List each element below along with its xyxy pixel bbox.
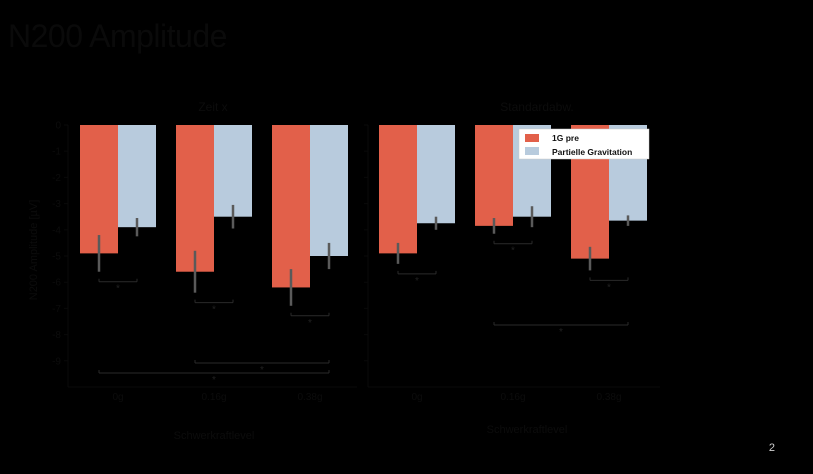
significance-label: * bbox=[116, 284, 120, 295]
bar-partial bbox=[214, 125, 252, 217]
x-tick-label: 0g bbox=[411, 392, 422, 403]
bar-partial bbox=[118, 125, 156, 228]
x-tick-label: 0g bbox=[112, 392, 123, 403]
significance-label: * bbox=[212, 375, 216, 386]
y-axis-label: N200 Amplitude [µV] bbox=[28, 200, 40, 301]
bar-pre bbox=[272, 125, 310, 288]
x-tick-label: 0.38g bbox=[596, 392, 621, 403]
chart-legend: 1G pre Partielle Gravitation bbox=[518, 128, 650, 160]
x-axis-label-right: Schwerkraftlevel bbox=[487, 424, 568, 436]
significance-label: * bbox=[559, 327, 563, 338]
y-tick-label: -3 bbox=[52, 199, 61, 210]
bar-partial bbox=[417, 125, 455, 224]
y-tick-label: -2 bbox=[52, 173, 61, 184]
x-tick-label: 0.16g bbox=[500, 392, 525, 403]
page-number: 2 bbox=[768, 442, 775, 454]
bar-pre bbox=[176, 125, 214, 272]
y-tick-label: -6 bbox=[52, 278, 61, 289]
legend-box bbox=[518, 128, 650, 160]
panel-title-left: Zeit x bbox=[198, 100, 227, 114]
x-tick-label: 0.38g bbox=[297, 392, 322, 403]
legend-label-pre: 1G pre bbox=[552, 133, 579, 143]
y-tick-label: 0 bbox=[55, 121, 61, 132]
significance-label: * bbox=[260, 365, 264, 376]
slide-title: N200 Amplitude bbox=[8, 18, 227, 54]
y-tick-label: -4 bbox=[52, 225, 61, 236]
x-tick-label: 0.16g bbox=[201, 392, 226, 403]
significance-label: * bbox=[308, 318, 312, 329]
y-tick-label: -5 bbox=[52, 252, 61, 263]
significance-label: * bbox=[511, 246, 515, 257]
panel-title-right: Standardabw. bbox=[500, 100, 573, 114]
y-tick-label: -8 bbox=[52, 330, 61, 341]
legend-swatch-pre bbox=[525, 134, 539, 142]
legend-label-partial: Partielle Gravitation bbox=[552, 147, 632, 157]
bar-pre bbox=[80, 125, 118, 254]
bar-pre bbox=[475, 125, 513, 226]
significance-label: * bbox=[607, 282, 611, 293]
bar-partial bbox=[310, 125, 348, 256]
legend-swatch-partial bbox=[525, 147, 539, 155]
x-axis-label-left: Schwerkraftlevel bbox=[174, 430, 255, 442]
y-tick-label: -1 bbox=[52, 147, 61, 158]
significance-label: * bbox=[415, 276, 419, 287]
bar-pre bbox=[379, 125, 417, 254]
y-tick-label: -7 bbox=[52, 304, 61, 315]
y-tick-label: -9 bbox=[52, 356, 61, 367]
significance-label: * bbox=[212, 305, 216, 316]
